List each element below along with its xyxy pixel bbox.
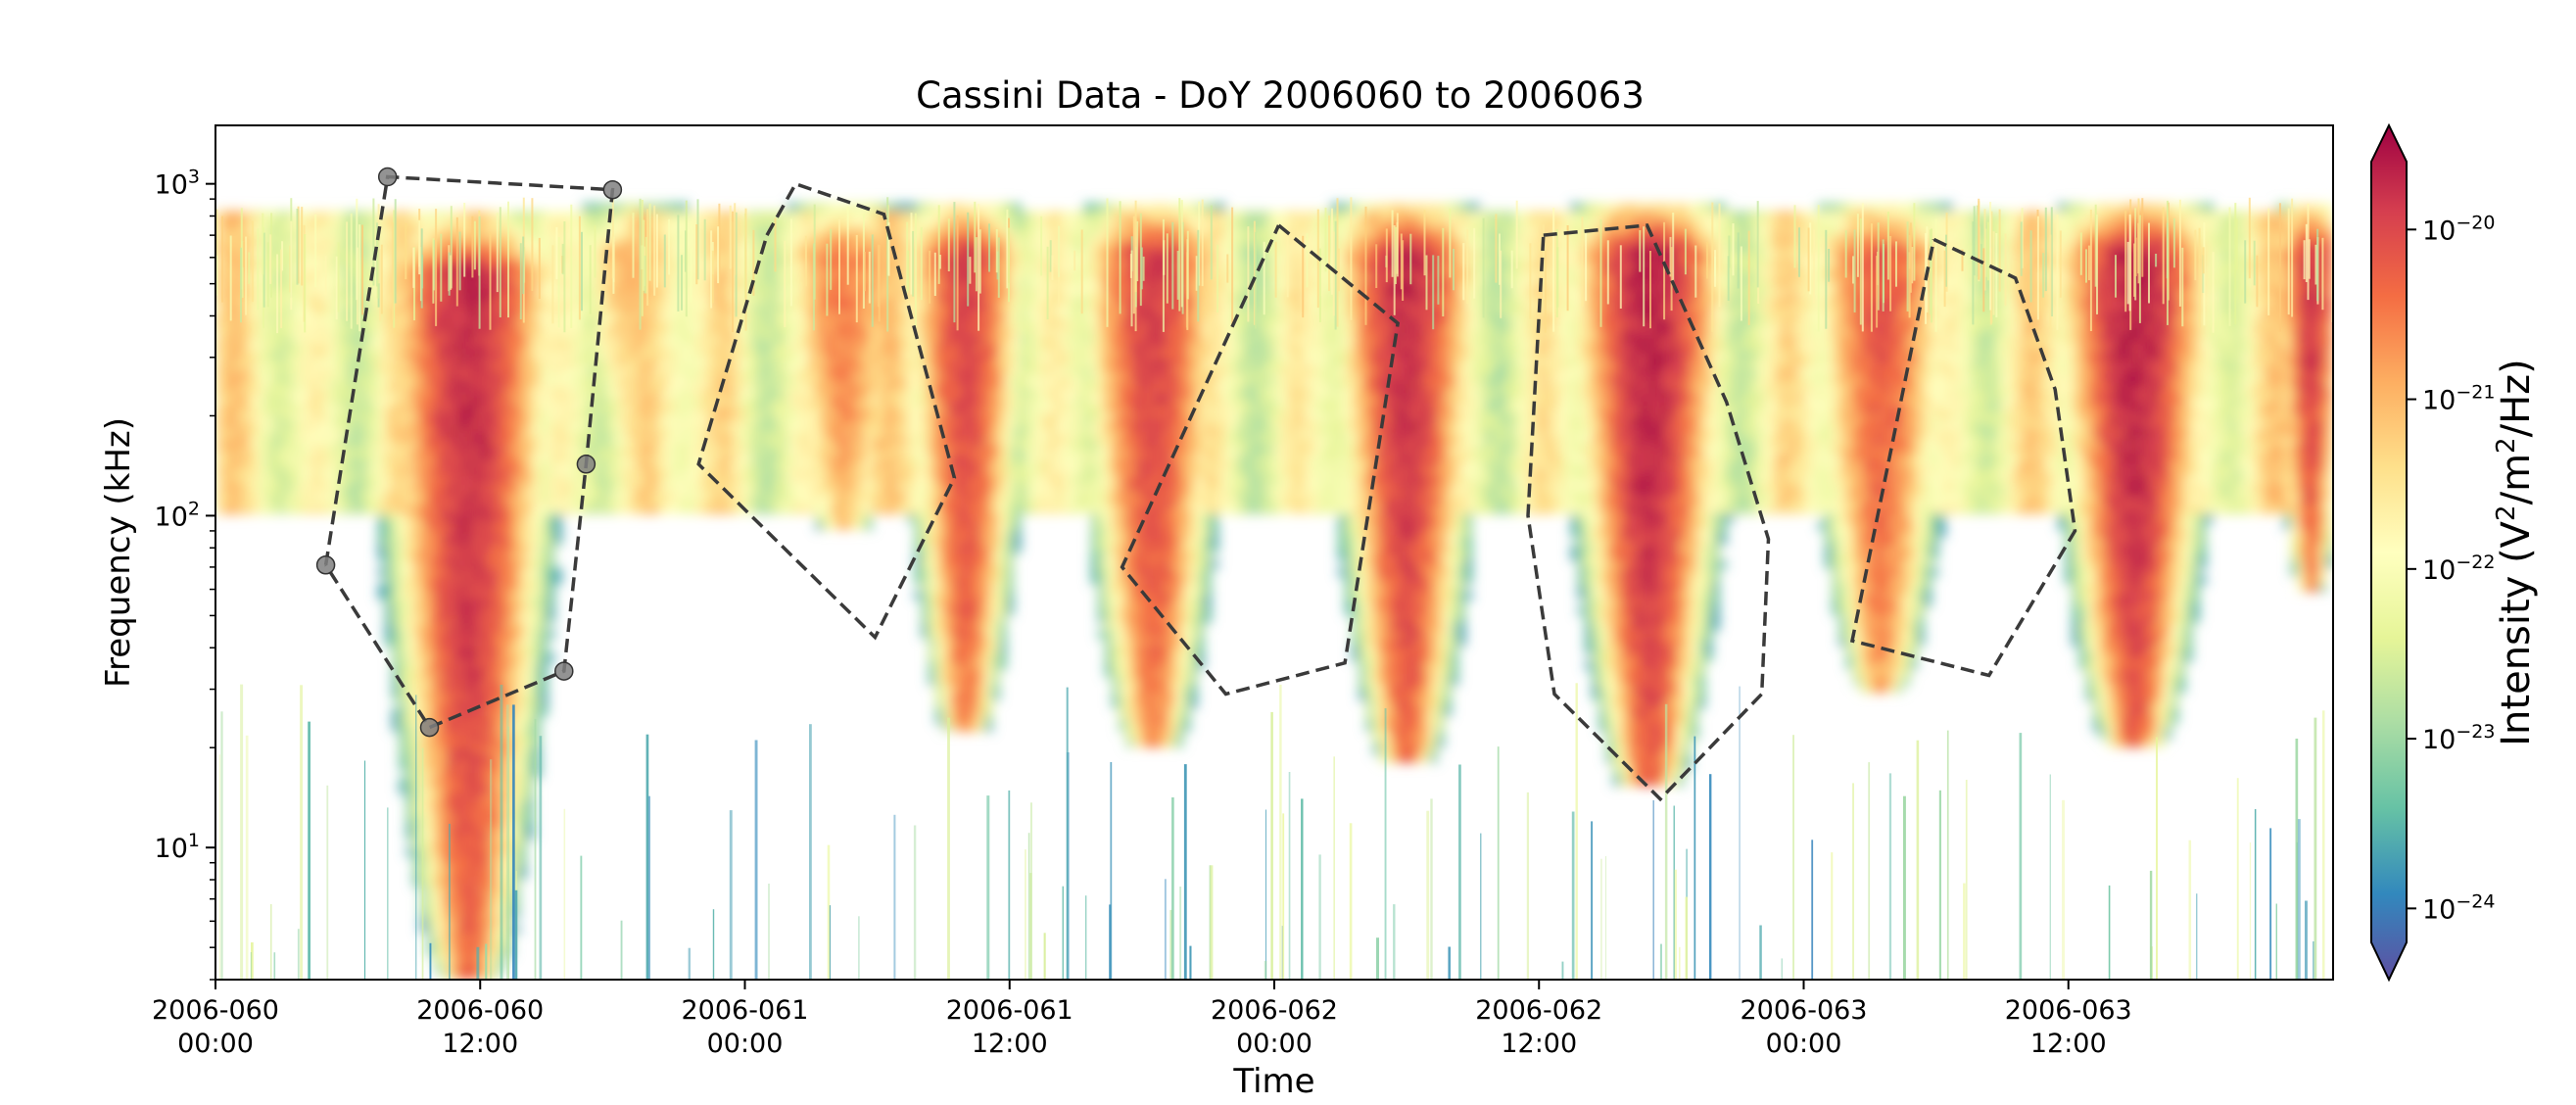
y-tick-label: 101 xyxy=(155,830,200,864)
selection-polygon-2 xyxy=(696,181,957,641)
x-tick-label-date: 2006-061 xyxy=(946,995,1073,1026)
colorbar-tick-label: 10−23 xyxy=(2422,721,2495,755)
x-axis-ticks: 2006-06000:002006-06012:002006-06100:002… xyxy=(152,980,2132,1059)
x-tick-label-time: 00:00 xyxy=(1236,1029,1312,1059)
polygon-vertex-marker[interactable] xyxy=(554,661,574,681)
colorbar-tick-label: 10−21 xyxy=(2422,382,2495,416)
x-tick-label-time: 00:00 xyxy=(707,1029,784,1059)
polygon-vertex-marker[interactable] xyxy=(602,179,623,200)
chart-title: Cassini Data - DoY 2006060 to 2006063 xyxy=(916,74,1645,117)
colorbar-scale xyxy=(2370,122,2408,983)
polygon-vertex-marker[interactable] xyxy=(377,167,398,187)
colorbar-label: Intensity (V2/m2/Hz) xyxy=(2492,359,2539,746)
selection-polygon-5 xyxy=(1849,237,2077,678)
x-tick-label-date: 2006-061 xyxy=(682,995,809,1026)
x-tick-label-date: 2006-062 xyxy=(1211,995,1338,1026)
colorbar-ticks: 10−20 10−21 10−22 10−23 10−24 xyxy=(2407,212,2495,925)
colorbar-tick-label: 10−20 xyxy=(2422,212,2495,246)
y-tick-label: 103 xyxy=(155,167,200,201)
y-tick-label: 102 xyxy=(155,498,200,532)
selection-polygon-4 xyxy=(1526,223,1771,802)
x-tick-label-date: 2006-060 xyxy=(416,995,544,1026)
x-tick-label-date: 2006-062 xyxy=(1475,995,1602,1026)
x-tick-label-time: 00:00 xyxy=(177,1029,254,1059)
x-tick-label-time: 12:00 xyxy=(442,1029,518,1059)
y-axis-label: Frequency (kHz) xyxy=(99,417,138,688)
x-tick-label-time: 12:00 xyxy=(972,1029,1048,1059)
colorbar-tick-label: 10−22 xyxy=(2422,552,2495,586)
polygon-vertex-marker[interactable] xyxy=(315,555,336,575)
intensity-heatmap xyxy=(215,203,2333,980)
spectrogram-plot-area xyxy=(215,197,2333,980)
x-tick-label-time: 00:00 xyxy=(1766,1029,1842,1059)
polygon-vertex-marker[interactable] xyxy=(419,717,440,738)
colorbar-tick-label: 10−24 xyxy=(2422,890,2495,925)
x-axis-label: Time xyxy=(1232,1062,1314,1101)
x-tick-label-date: 2006-063 xyxy=(2005,995,2132,1026)
colorbar: 10−20 10−21 10−22 10−23 10−24 Intensity (V2/… xyxy=(2370,122,2539,983)
selection-polygons xyxy=(315,167,2077,802)
x-tick-label-time: 12:00 xyxy=(2030,1029,2107,1059)
x-tick-label-date: 2006-063 xyxy=(1741,995,1868,1026)
y-axis-ticks: 101 102 103 xyxy=(155,167,215,981)
polygon-vertex-marker[interactable] xyxy=(576,455,596,474)
x-tick-label-time: 12:00 xyxy=(1501,1029,1577,1059)
intensity-stripes xyxy=(215,197,2333,980)
x-tick-label-date: 2006-060 xyxy=(152,995,279,1026)
selection-polygon-3 xyxy=(1120,223,1400,697)
